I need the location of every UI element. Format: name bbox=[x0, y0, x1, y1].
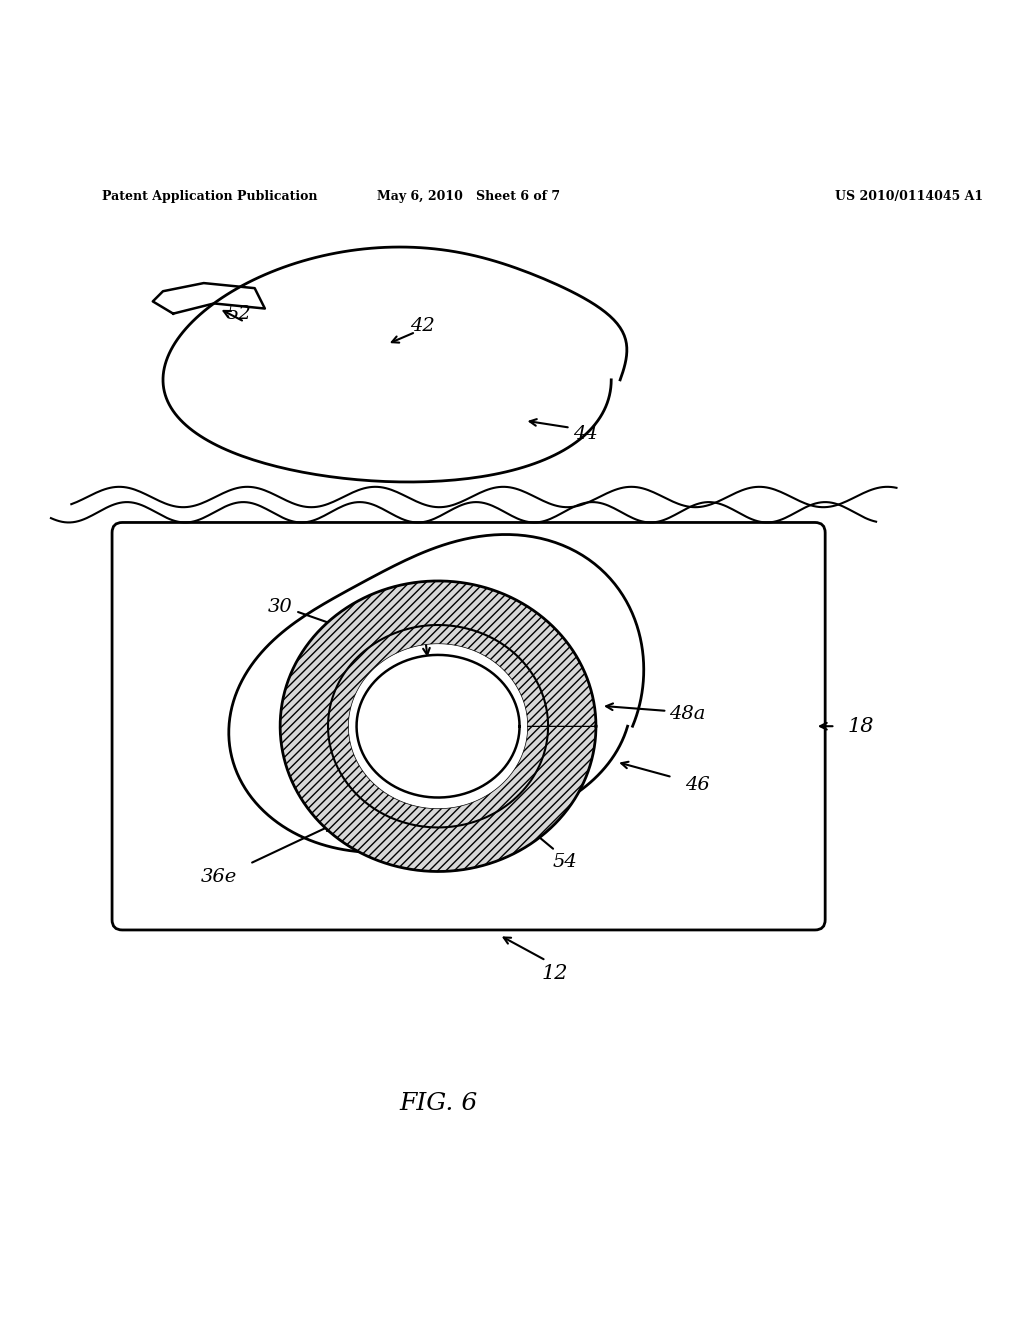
Text: Patent Application Publication: Patent Application Publication bbox=[101, 190, 317, 203]
Text: 42: 42 bbox=[411, 317, 435, 335]
Polygon shape bbox=[153, 282, 265, 314]
Text: 44: 44 bbox=[573, 425, 598, 442]
Text: 52: 52 bbox=[227, 305, 252, 322]
Polygon shape bbox=[228, 535, 644, 853]
Text: 12: 12 bbox=[542, 965, 568, 983]
Text: FIG. 6: FIG. 6 bbox=[399, 1092, 477, 1114]
Text: 54: 54 bbox=[553, 853, 578, 871]
Text: May 6, 2010   Sheet 6 of 7: May 6, 2010 Sheet 6 of 7 bbox=[377, 190, 560, 203]
Polygon shape bbox=[163, 247, 627, 482]
Polygon shape bbox=[281, 581, 596, 871]
Text: 28: 28 bbox=[421, 585, 445, 603]
Text: 30: 30 bbox=[267, 598, 293, 616]
Text: 46: 46 bbox=[685, 776, 711, 795]
FancyBboxPatch shape bbox=[112, 523, 825, 931]
Text: US 2010/0114045 A1: US 2010/0114045 A1 bbox=[836, 190, 983, 203]
Polygon shape bbox=[356, 655, 519, 797]
Text: 18: 18 bbox=[848, 717, 874, 735]
Text: 36e: 36e bbox=[201, 869, 238, 886]
Text: 48a: 48a bbox=[670, 705, 706, 723]
